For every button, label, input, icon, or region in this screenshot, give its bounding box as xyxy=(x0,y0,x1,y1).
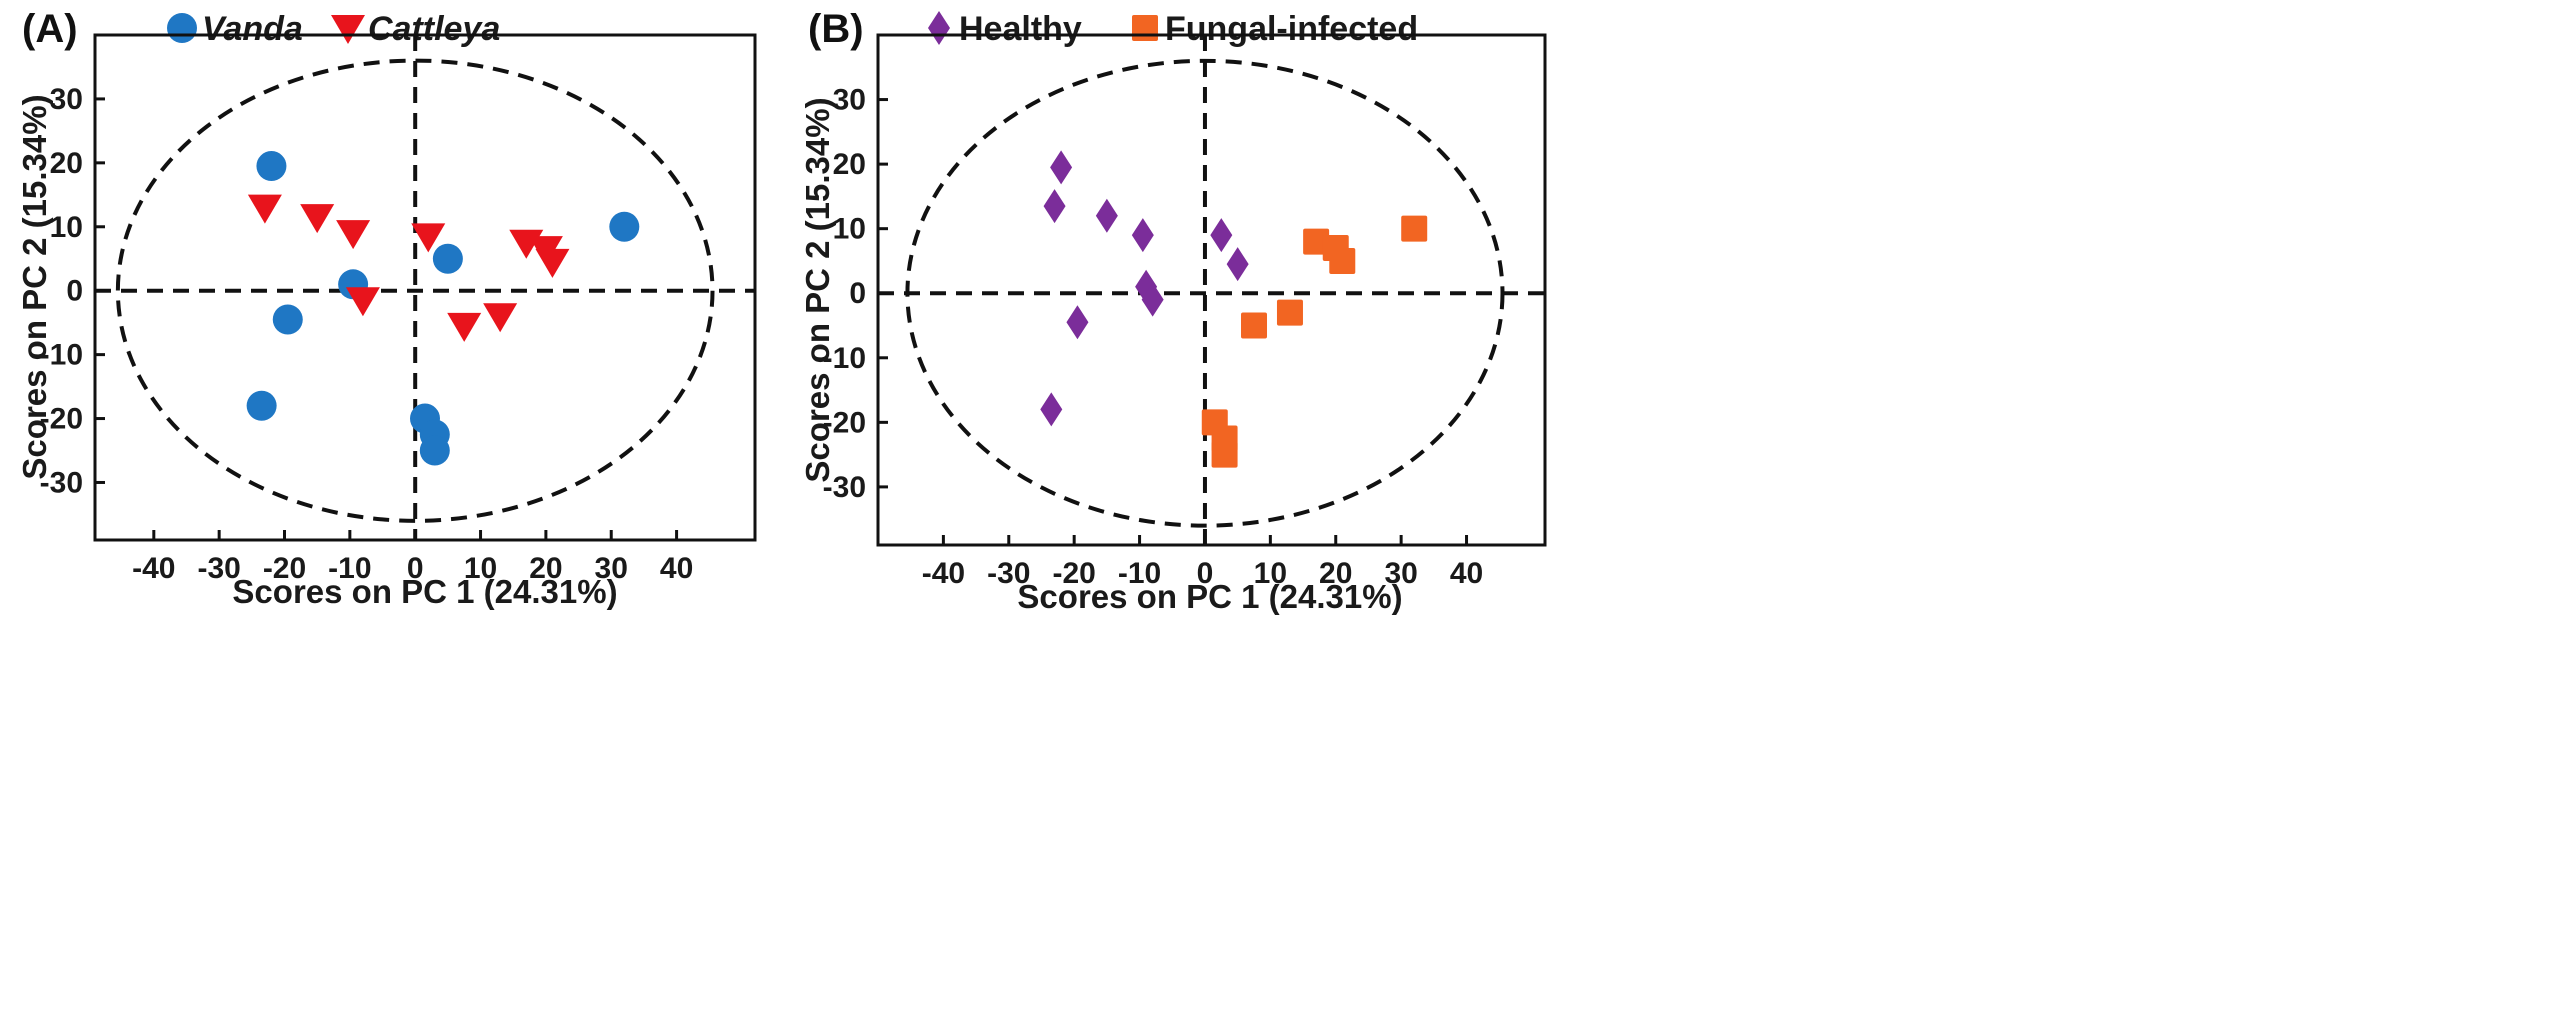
y-tick-label: 30 xyxy=(50,83,83,116)
y-tick-label: -20 xyxy=(40,403,83,436)
x-tick-label: 10 xyxy=(464,552,497,585)
y-tick-label: 0 xyxy=(849,277,866,310)
y-tick-label: 0 xyxy=(66,275,83,308)
data-point-cattleya xyxy=(336,220,371,250)
x-tick-label: -10 xyxy=(1118,557,1161,590)
y-tick-label: 20 xyxy=(50,147,83,180)
legend-marker xyxy=(167,13,197,43)
data-point-cattleya xyxy=(447,312,482,342)
data-point-healthy xyxy=(1043,189,1066,224)
x-tick-label: 40 xyxy=(660,552,693,585)
legend-label: Cattleya xyxy=(368,10,500,48)
x-tick-label: -40 xyxy=(132,552,175,585)
data-point-fungal-infected xyxy=(1329,247,1356,274)
legend-label: Fungal-infected xyxy=(1165,10,1418,48)
x-tick-label: -30 xyxy=(197,552,240,585)
data-point-healthy xyxy=(1066,305,1089,340)
x-tick-label: 20 xyxy=(1319,557,1352,590)
legend-marker xyxy=(1132,15,1158,41)
data-point-cattleya xyxy=(247,194,282,224)
y-axis-title: Scores on PC 2 (15.34%) xyxy=(799,97,836,482)
x-tick-label: -40 xyxy=(922,557,965,590)
legend-marker xyxy=(331,15,365,44)
data-point-cattleya xyxy=(345,287,380,317)
data-point-fungal-infected xyxy=(1211,441,1238,468)
x-tick-label: -30 xyxy=(987,557,1030,590)
data-point-healthy xyxy=(1095,198,1118,233)
x-tick-label: 0 xyxy=(407,552,424,585)
legend-label: Vanda xyxy=(202,10,303,48)
y-tick-label: -30 xyxy=(823,471,866,504)
data-point-vanda xyxy=(256,151,287,182)
y-tick-label: 10 xyxy=(50,211,83,244)
x-tick-label: 30 xyxy=(595,552,628,585)
confidence-ellipse xyxy=(115,58,715,523)
x-tick-label: 20 xyxy=(529,552,562,585)
y-tick-label: -10 xyxy=(823,342,866,375)
x-axis-title: Scores on PC 1 (24.31%) xyxy=(1017,578,1402,615)
y-tick-label: 10 xyxy=(833,213,866,246)
y-axis-title: Scores on PC 2 (15.34%) xyxy=(16,94,53,479)
x-tick-label: 40 xyxy=(1450,557,1483,590)
x-axis-title: Scores on PC 1 (24.31%) xyxy=(232,573,617,610)
x-tick-label: -20 xyxy=(263,552,306,585)
data-point-healthy xyxy=(1050,150,1073,185)
y-tick-label: 20 xyxy=(833,148,866,181)
panel-label: (A) xyxy=(22,7,78,51)
data-point-cattleya xyxy=(411,223,446,253)
data-point-vanda xyxy=(432,243,463,274)
y-tick-label: -10 xyxy=(40,339,83,372)
legend-marker xyxy=(928,11,950,45)
legend-label: Healthy xyxy=(959,10,1082,48)
plot-frame xyxy=(876,33,1547,547)
x-tick-label: -10 xyxy=(328,552,371,585)
plot-frame xyxy=(93,33,757,542)
data-point-healthy xyxy=(1131,218,1154,253)
panel-a: (A) Vanda Cattleya -40 -30 -20 -10 0 10 20 30 40 30 2… xyxy=(16,7,757,610)
data-point-fungal-infected xyxy=(1303,228,1330,255)
data-point-vanda xyxy=(419,435,450,466)
data-point-cattleya xyxy=(483,303,518,333)
data-point-vanda xyxy=(272,304,303,335)
x-tick-label: 10 xyxy=(1254,557,1287,590)
x-tick-label: 30 xyxy=(1384,557,1417,590)
panel-label: (B) xyxy=(808,7,864,51)
y-tick-label: -30 xyxy=(40,466,83,499)
data-point-healthy xyxy=(1040,392,1063,427)
y-tick-label: -20 xyxy=(823,406,866,439)
y-tick-label: 30 xyxy=(833,84,866,117)
data-point-cattleya xyxy=(535,248,570,278)
data-point-vanda xyxy=(246,390,277,421)
data-point-healthy xyxy=(1141,282,1164,317)
x-tick-label: 0 xyxy=(1197,557,1214,590)
data-point-fungal-infected xyxy=(1276,299,1303,326)
data-point-vanda xyxy=(609,211,640,242)
data-point-healthy xyxy=(1210,218,1233,253)
panel-b: (B) Healthy Fungal-infected -40 -30 -20 -10 0 10… xyxy=(799,7,1547,615)
data-point-fungal-infected xyxy=(1241,312,1268,339)
data-point-fungal-infected xyxy=(1401,215,1428,242)
data-point-cattleya xyxy=(300,204,335,234)
data-point-healthy xyxy=(1226,247,1249,282)
x-tick-label: -20 xyxy=(1052,557,1095,590)
